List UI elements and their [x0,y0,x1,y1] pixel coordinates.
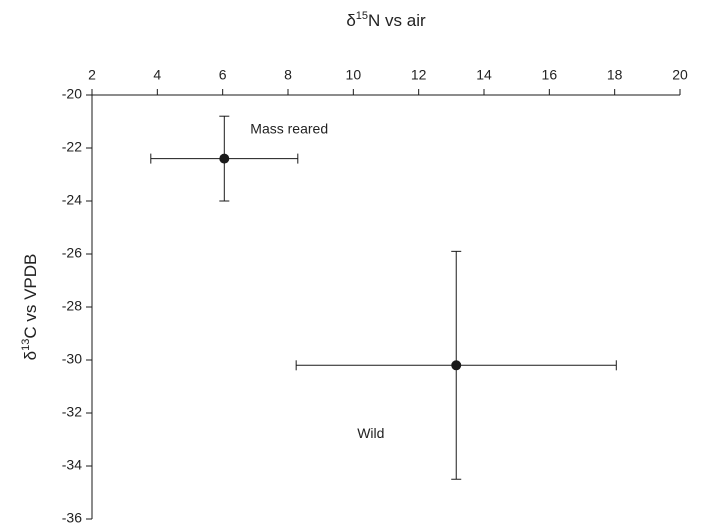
x-tick-label: 10 [346,67,362,83]
x-tick-label: 20 [672,67,688,83]
y-label-sup: 13 [20,339,32,351]
x-tick-label: 2 [88,67,96,83]
x-tick-label: 16 [542,67,558,83]
y-tick-label: -36 [62,510,82,526]
y-tick-label: -24 [62,192,82,208]
y-tick-label: -34 [62,457,82,473]
series-label: Mass reared [250,120,328,136]
y-tick-label: -22 [62,139,82,155]
y-tick-label: -32 [62,404,82,420]
x-axis-label: δ15N vs air [346,10,426,31]
y-label-symbol: δ [21,351,40,360]
x-label-sup: 15 [356,10,368,22]
x-tick-label: 12 [411,67,427,83]
x-tick-label: 4 [153,67,161,83]
y-tick-label: -28 [62,298,82,314]
point [451,360,462,371]
x-tick-label: 8 [284,67,292,83]
x-label-text: N vs air [368,11,426,30]
x-label-symbol: δ [346,11,355,30]
y-tick-label: -30 [62,351,82,367]
y-tick-label: -20 [62,86,82,102]
x-tick-label: 18 [607,67,623,83]
x-tick-label: 6 [219,67,227,83]
point [219,153,230,164]
x-tick-label: 14 [476,67,492,83]
y-tick-label: -26 [62,245,82,261]
series-label: Wild [357,425,384,441]
y-label-text: C vs VPDB [21,254,40,339]
y-axis-label: δ13C vs VPDB [20,254,41,361]
